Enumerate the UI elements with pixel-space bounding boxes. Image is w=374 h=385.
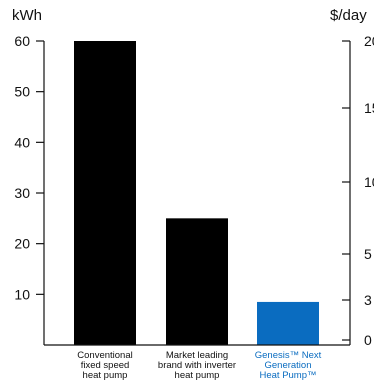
right-tick-label: 0 (364, 332, 372, 348)
right-tick-label: 15 (364, 100, 374, 116)
category-label: Genesis™ Next (255, 350, 322, 361)
left-tick-label: 60 (14, 33, 30, 49)
right-tick-label: 3 (364, 292, 372, 308)
left-axis-unit-label: kWh (12, 7, 42, 24)
bar (166, 218, 228, 345)
right-tick-label: 5 (364, 246, 372, 262)
category-label: Conventional (77, 350, 132, 361)
bar (257, 301, 319, 345)
category-label: heat pump (175, 370, 220, 381)
left-axis: 10 20 30 40 50 60 (14, 33, 45, 345)
right-axis-unit-label: $/day (330, 7, 367, 24)
category-label: fixed speed (81, 360, 130, 371)
category-label: Market leading (166, 350, 228, 361)
bars (74, 41, 319, 345)
category-label: brand with inverter (158, 360, 236, 371)
left-tick-label: 10 (14, 286, 30, 302)
category-label: Generation (264, 360, 311, 371)
left-tick-label: 30 (14, 185, 30, 201)
left-tick-label: 40 (14, 134, 30, 150)
right-axis: 0 3 5 10 15 20 (342, 33, 374, 348)
left-tick-label: 20 (14, 236, 30, 252)
right-tick-label: 10 (364, 174, 374, 190)
left-tick-label: 50 (14, 84, 30, 100)
right-tick-label: 20 (364, 33, 374, 49)
bar (74, 41, 136, 345)
category-label: heat pump (83, 370, 128, 381)
category-label: Heat Pump™ (259, 370, 316, 381)
